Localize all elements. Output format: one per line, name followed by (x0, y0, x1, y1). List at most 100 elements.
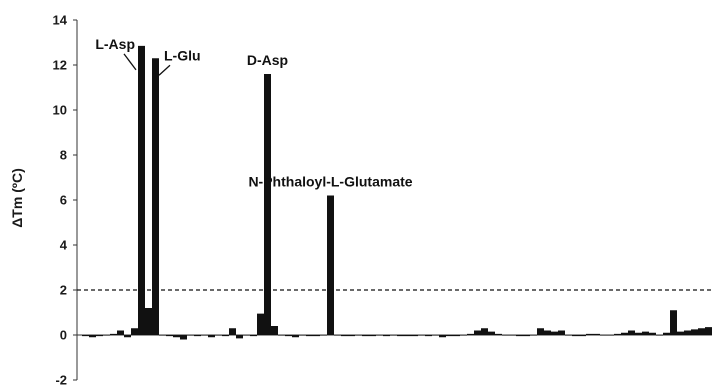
bar (82, 335, 89, 337)
bar (684, 330, 691, 335)
y-tick-label: 0 (60, 328, 67, 343)
bar (607, 335, 614, 336)
bar (124, 335, 131, 338)
bar (439, 335, 446, 338)
bar (705, 327, 712, 335)
bar (656, 335, 663, 336)
bar (418, 335, 425, 336)
bar (411, 335, 418, 337)
bar (285, 335, 292, 337)
bar (663, 332, 670, 335)
bar (481, 328, 488, 335)
bar (488, 331, 495, 335)
bar (341, 335, 348, 337)
bar (250, 335, 257, 337)
y-tick-label: 4 (60, 238, 68, 253)
bar (404, 335, 411, 337)
bar (180, 335, 187, 340)
y-tick-label: 2 (60, 283, 67, 298)
bar (117, 330, 124, 335)
bar (502, 335, 509, 336)
bar (572, 335, 579, 337)
bar (306, 335, 313, 337)
bar (243, 335, 250, 336)
y-tick-label: 8 (60, 148, 67, 163)
bar (201, 335, 208, 336)
bar (509, 335, 516, 336)
bar (495, 333, 502, 335)
bar (383, 335, 390, 337)
bar (236, 335, 243, 339)
bar (635, 332, 642, 335)
bar (369, 335, 376, 337)
annotation-leader-line (123, 53, 137, 71)
bar (320, 335, 327, 336)
y-axis-title: ΔTm (ºC) (9, 168, 25, 228)
bar (271, 326, 278, 335)
bar (593, 333, 600, 335)
bar (334, 335, 341, 336)
bar (670, 310, 677, 335)
bar (642, 331, 649, 335)
y-tick-label: 6 (60, 193, 67, 208)
bar (292, 335, 299, 338)
bar (355, 335, 362, 336)
bar (299, 335, 306, 336)
bar (173, 335, 180, 338)
bar (523, 335, 530, 337)
bar (558, 330, 565, 335)
bar (614, 333, 621, 335)
bar (621, 332, 628, 335)
bar (649, 332, 656, 335)
y-tick-label: 12 (53, 58, 67, 73)
bar (327, 195, 334, 335)
y-tick-label: 14 (53, 13, 68, 28)
bar (159, 335, 166, 336)
bar (565, 335, 572, 336)
annotation-leader-line (158, 64, 171, 76)
bar (425, 335, 432, 337)
bar (313, 335, 320, 337)
bar (390, 335, 397, 336)
bar (229, 328, 236, 335)
bar (362, 335, 369, 337)
bar (600, 335, 607, 336)
bar (474, 330, 481, 335)
bar (166, 335, 173, 337)
bar (278, 335, 285, 336)
bar (530, 335, 537, 336)
bar (257, 313, 264, 335)
bar (222, 335, 229, 337)
annotations: L-Asp L-Glu D-Asp N-Phthaloyl-L-Glutamate (95, 36, 412, 190)
bar (145, 308, 152, 335)
annotation-label: L-Asp (95, 36, 135, 52)
bar (453, 335, 460, 337)
bar (628, 330, 635, 335)
bar (89, 335, 96, 338)
bar (215, 335, 222, 336)
y-tick-label: 10 (53, 103, 67, 118)
bar (544, 330, 551, 335)
bar (138, 45, 145, 335)
bar (579, 335, 586, 337)
bar (187, 335, 194, 336)
annotation-label: N-Phthaloyl-L-Glutamate (248, 174, 412, 190)
bar (446, 335, 453, 337)
bar (460, 335, 467, 336)
bar (551, 331, 558, 335)
bar (110, 333, 117, 335)
bar (96, 335, 103, 337)
y-tick-label: -2 (55, 373, 67, 385)
bar (698, 328, 705, 335)
bar (264, 74, 271, 335)
bar (348, 335, 355, 337)
bar (537, 328, 544, 335)
bar (208, 335, 215, 338)
annotation-label: L-Glu (164, 47, 201, 63)
bar (432, 335, 439, 336)
annotation-label: D-Asp (247, 52, 288, 68)
bar (397, 335, 404, 337)
bar (586, 333, 593, 335)
bar (152, 58, 159, 335)
